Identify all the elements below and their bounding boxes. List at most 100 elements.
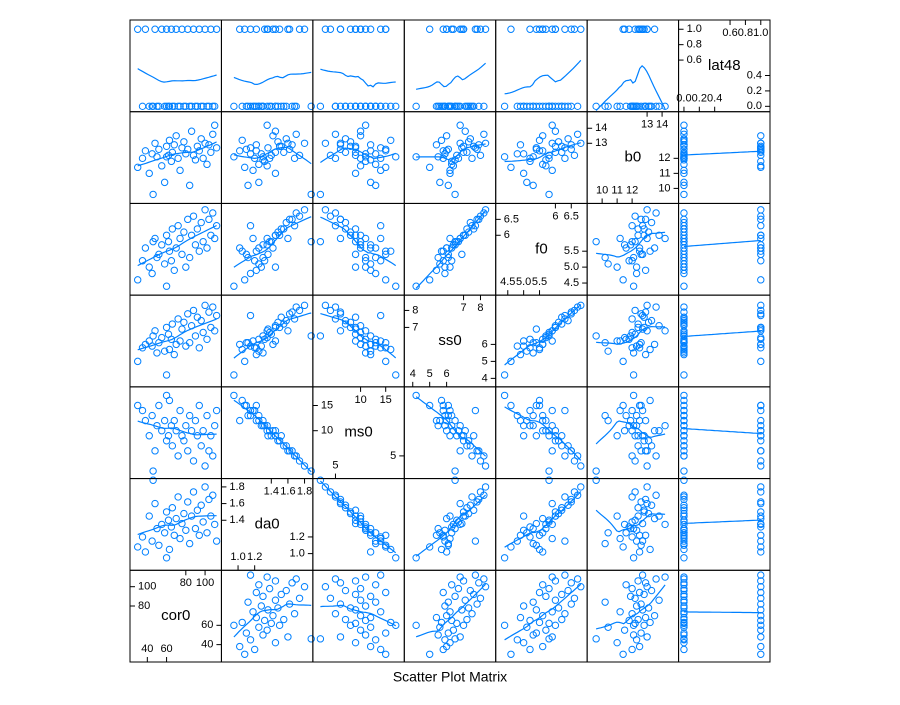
point — [178, 432, 186, 440]
point — [207, 432, 215, 440]
point — [500, 554, 509, 562]
panel-border — [312, 19, 405, 113]
point — [361, 102, 370, 111]
point — [757, 311, 765, 320]
point — [442, 132, 451, 140]
smooth-line — [233, 312, 312, 359]
point — [341, 135, 350, 143]
tick-label: 15 — [321, 399, 333, 411]
point — [252, 344, 261, 352]
point — [366, 642, 375, 651]
point — [178, 325, 186, 333]
point — [567, 600, 575, 608]
point — [459, 25, 468, 33]
point — [178, 250, 186, 259]
point — [255, 102, 263, 111]
point — [288, 579, 296, 587]
point — [351, 619, 360, 628]
point — [619, 276, 627, 284]
point — [162, 371, 171, 379]
point — [532, 606, 541, 614]
tick-label: 5 — [427, 368, 433, 380]
point — [203, 529, 211, 537]
point — [592, 102, 600, 111]
tick-label: 13 — [595, 137, 607, 149]
point — [604, 623, 612, 631]
point — [168, 225, 177, 233]
tick-label: 12 — [626, 184, 638, 196]
smooth-line — [137, 318, 217, 351]
variable-name: ms0 — [344, 424, 372, 441]
point — [558, 432, 566, 440]
tick-label: 6 — [504, 229, 510, 241]
point — [193, 102, 202, 111]
point — [265, 154, 274, 163]
point — [182, 526, 190, 534]
point — [519, 512, 528, 520]
point — [271, 169, 280, 178]
point — [481, 483, 490, 491]
point — [475, 447, 483, 455]
point — [446, 169, 454, 178]
point — [376, 537, 385, 545]
point — [145, 102, 153, 111]
smooth-line — [137, 68, 217, 83]
point — [545, 102, 553, 111]
point — [255, 178, 263, 187]
point — [209, 130, 217, 138]
point — [199, 426, 207, 435]
point — [187, 127, 196, 135]
point — [178, 25, 186, 33]
point — [631, 594, 639, 602]
point — [160, 416, 169, 425]
point — [680, 539, 688, 548]
point — [425, 25, 434, 33]
point — [451, 102, 459, 111]
point — [160, 178, 169, 187]
point — [210, 102, 219, 111]
point — [680, 545, 688, 554]
point — [542, 626, 550, 634]
point — [564, 586, 572, 595]
point — [542, 592, 550, 601]
point — [246, 311, 255, 320]
point — [680, 621, 688, 630]
point — [160, 529, 169, 537]
point — [184, 447, 192, 455]
point — [271, 25, 280, 33]
smooth-line — [415, 494, 487, 557]
point — [252, 588, 261, 597]
point — [548, 421, 556, 430]
point — [680, 316, 688, 325]
point — [640, 506, 648, 514]
point — [680, 590, 688, 599]
point — [341, 615, 350, 624]
point — [381, 338, 390, 347]
point — [191, 241, 200, 249]
point — [757, 626, 765, 634]
point — [635, 247, 644, 255]
point — [260, 335, 269, 344]
point — [193, 225, 202, 233]
point — [412, 554, 420, 562]
point — [632, 269, 641, 278]
smooth-line — [415, 210, 487, 289]
point — [212, 311, 221, 320]
smooth-line — [504, 304, 582, 366]
point — [643, 206, 651, 214]
point — [629, 631, 638, 639]
point — [680, 573, 688, 581]
point — [321, 483, 330, 491]
point — [436, 623, 444, 631]
point — [635, 344, 644, 352]
point — [381, 102, 390, 111]
point — [519, 421, 528, 430]
point — [351, 577, 360, 585]
point — [641, 613, 650, 622]
point — [212, 537, 221, 545]
point — [412, 102, 420, 111]
point — [209, 452, 217, 460]
point — [757, 401, 765, 410]
point — [646, 618, 654, 627]
point — [551, 432, 560, 440]
